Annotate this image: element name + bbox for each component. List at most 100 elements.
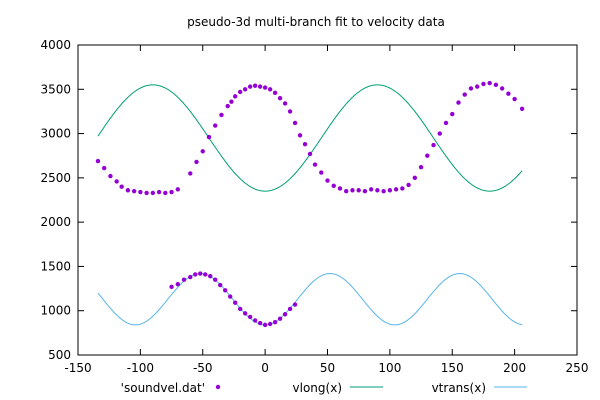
plot-frame xyxy=(77,44,578,356)
data-point xyxy=(307,151,313,157)
x-tick-label: 100 xyxy=(378,361,401,375)
data-point xyxy=(219,112,224,118)
data-point xyxy=(175,281,180,287)
data-point xyxy=(319,170,324,175)
data-point xyxy=(200,149,205,154)
data-point xyxy=(193,272,198,277)
data-point xyxy=(282,312,288,317)
data-point xyxy=(206,134,212,140)
data-point xyxy=(519,106,525,111)
data-point xyxy=(337,186,343,191)
data-point xyxy=(101,165,107,171)
data-point xyxy=(169,189,174,195)
data-point xyxy=(237,306,243,312)
data-point xyxy=(242,87,248,92)
data-point xyxy=(267,321,273,327)
data-point xyxy=(287,306,293,312)
data-point xyxy=(443,120,449,126)
chart-title: pseudo-3d multi-branch fit to velocity d… xyxy=(187,15,445,29)
data-point xyxy=(400,186,405,191)
y-tick-label: 1000 xyxy=(40,304,71,318)
data-point xyxy=(213,277,218,282)
legend-label-vtrans: vtrans(x) xyxy=(432,381,486,395)
data-point xyxy=(227,294,233,299)
data-point xyxy=(312,162,318,167)
data-point xyxy=(468,86,474,91)
data-point xyxy=(506,91,511,96)
y-tick-label: 1500 xyxy=(40,259,71,273)
data-point xyxy=(188,274,193,280)
data-point xyxy=(257,84,263,89)
data-point xyxy=(344,188,349,194)
data-point xyxy=(252,318,258,323)
y-tick-label: 3500 xyxy=(40,82,71,96)
x-tick-label: 250 xyxy=(566,361,589,375)
data-point xyxy=(175,187,180,192)
data-point xyxy=(208,273,213,279)
data-point xyxy=(292,302,298,307)
data-point xyxy=(481,81,486,87)
data-point xyxy=(277,95,283,101)
data-point xyxy=(108,173,113,179)
data-point xyxy=(450,111,455,117)
data-point xyxy=(203,272,208,277)
data-point xyxy=(252,83,258,88)
data-point xyxy=(257,320,263,326)
data-point xyxy=(297,133,303,138)
data-point xyxy=(406,182,411,188)
data-point xyxy=(499,86,505,91)
legend: 'soundvel.dat' vlong(x) vtrans(x) xyxy=(121,381,527,395)
x-tick-label: -50 xyxy=(193,361,213,375)
legend-swatch-soundvel xyxy=(215,384,221,390)
data-point xyxy=(262,322,268,328)
data-point xyxy=(512,96,517,102)
data-point xyxy=(131,188,137,194)
data-point xyxy=(229,99,234,104)
data-point xyxy=(487,80,492,86)
data-point xyxy=(194,159,199,165)
data-point xyxy=(292,120,298,126)
data-point xyxy=(247,314,253,320)
axis-ticks: -150 -100 -50 0 50 100 150 200 250 500 1000 1500 200… xyxy=(40,38,588,375)
data-point xyxy=(125,188,131,193)
data-point xyxy=(282,101,288,106)
data-point xyxy=(302,142,308,147)
data-point xyxy=(156,189,162,195)
data-point xyxy=(144,190,149,196)
y-tick-label: 2500 xyxy=(40,171,71,185)
data-point xyxy=(425,153,430,158)
data-point xyxy=(169,284,174,289)
legend-label-soundvel: 'soundvel.dat' xyxy=(121,381,205,395)
x-tick-label: 50 xyxy=(320,361,335,375)
data-point xyxy=(225,103,230,109)
data-point xyxy=(475,84,480,89)
data-point xyxy=(331,183,336,189)
data-point xyxy=(277,316,283,321)
data-point xyxy=(232,94,238,99)
data-point xyxy=(232,300,238,305)
data-point xyxy=(437,131,442,136)
data-point xyxy=(242,311,248,316)
data-point xyxy=(95,158,101,164)
series-line-vtransx xyxy=(97,272,523,326)
data-point xyxy=(262,85,268,90)
data-point xyxy=(267,87,273,92)
data-point xyxy=(247,84,253,89)
x-tick-label: 200 xyxy=(503,361,526,375)
y-tick-label: 2000 xyxy=(40,215,71,229)
data-point xyxy=(431,142,436,148)
plot-area xyxy=(95,80,525,328)
data-point xyxy=(393,187,399,192)
data-point xyxy=(150,190,156,196)
data-point xyxy=(412,175,418,181)
data-point xyxy=(181,277,187,282)
data-point xyxy=(493,82,499,88)
data-point xyxy=(462,92,467,97)
y-tick-label: 3000 xyxy=(40,127,71,141)
data-point xyxy=(198,271,203,276)
data-point xyxy=(119,184,124,189)
data-point xyxy=(138,189,143,195)
data-point xyxy=(350,188,355,193)
data-point xyxy=(325,178,330,183)
